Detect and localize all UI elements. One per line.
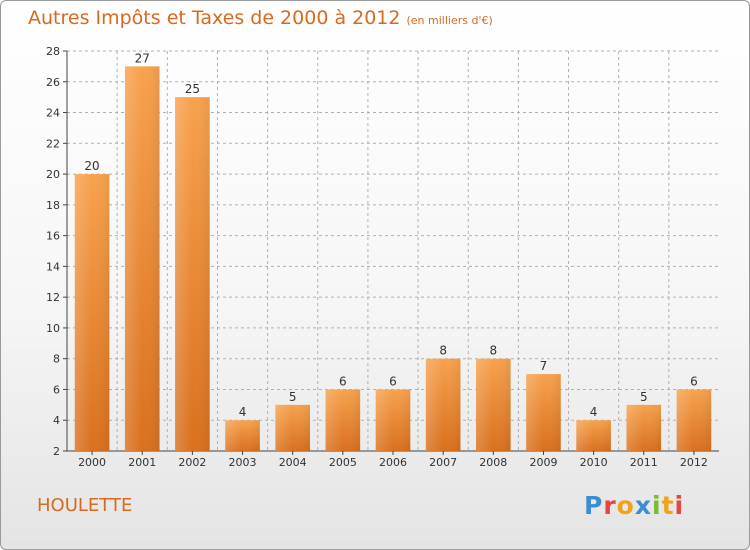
bar-shine — [325, 389, 361, 451]
data-label: 4 — [239, 405, 247, 419]
y-tick-label: 24 — [46, 107, 60, 120]
chart-title-text: Autres Impôts et Taxes de 2000 à 2012 — [28, 7, 401, 29]
y-tick-label: 8 — [53, 353, 60, 366]
y-tick-label: 10 — [46, 322, 60, 335]
bar-shine — [74, 174, 110, 452]
labels: 20 2000 27 2001 25 2002 4 2003 5 2004 6 2005 6 2006 8 2… — [78, 51, 708, 469]
y-tick-label: 18 — [46, 199, 60, 212]
y-tick-label: 14 — [46, 260, 60, 273]
place-name: HOULETTE — [37, 495, 133, 516]
logo-letter: i — [674, 491, 685, 520]
bar-shine — [425, 358, 461, 451]
data-label: 20 — [84, 159, 99, 173]
logo-letter: x — [634, 491, 652, 520]
x-tick-label: 2004 — [279, 456, 307, 469]
y-tick-label: 20 — [46, 168, 60, 181]
data-label: 8 — [489, 344, 497, 358]
x-tick-label: 2002 — [178, 456, 206, 469]
data-label: 5 — [640, 390, 648, 404]
logo-letter: t — [661, 491, 675, 520]
data-label: 6 — [339, 374, 347, 388]
x-tick-label: 2010 — [580, 456, 608, 469]
bar-shine — [275, 404, 310, 451]
x-tick-label: 2001 — [128, 456, 156, 469]
x-tick-label: 2012 — [680, 456, 708, 469]
bar-shine — [576, 420, 611, 451]
x-tick-label: 2011 — [630, 456, 658, 469]
x-tick-label: 2006 — [379, 456, 407, 469]
data-label: 7 — [540, 359, 548, 373]
bar-shine — [124, 66, 160, 451]
bar-shine — [476, 358, 511, 451]
bar-shine — [526, 374, 561, 451]
data-label: 6 — [389, 374, 397, 388]
logo-letter: r — [603, 491, 617, 520]
x-tick-label: 2005 — [329, 456, 357, 469]
data-label: 4 — [590, 405, 598, 419]
logo-letter: o — [616, 491, 635, 520]
chart-subtitle: (en milliers d'€) — [406, 14, 493, 27]
data-label: 6 — [690, 374, 698, 388]
x-tick-label: 2000 — [78, 456, 106, 469]
y-tick-label: 12 — [46, 291, 60, 304]
proxiti-logo: Proxiti — [584, 491, 684, 520]
data-label: 27 — [135, 51, 150, 65]
y-tick-label: 4 — [53, 414, 60, 427]
x-tick-label: 2003 — [229, 456, 257, 469]
logo-letter: i — [652, 491, 662, 520]
y-tick-label: 6 — [53, 383, 60, 396]
logo-letter: P — [584, 491, 604, 520]
bar-shine — [375, 389, 411, 451]
data-label: 25 — [185, 82, 200, 96]
y-tick-label: 16 — [46, 230, 60, 243]
x-tick-label: 2009 — [529, 456, 557, 469]
y-tick-label: 2 — [53, 445, 60, 458]
bar-shine — [676, 389, 712, 451]
y-tick-label: 22 — [46, 137, 60, 150]
data-label: 5 — [289, 390, 297, 404]
x-tick-label: 2008 — [479, 456, 507, 469]
x-tick-label: 2007 — [429, 456, 457, 469]
y-tick-label: 26 — [46, 76, 60, 89]
data-label: 8 — [439, 344, 447, 358]
bar-shine — [626, 404, 662, 451]
chart-title: Autres Impôts et Taxes de 2000 à 2012 (en… — [28, 7, 493, 29]
y-tick-label: 28 — [46, 45, 60, 58]
bars — [74, 66, 712, 452]
bar-shine — [175, 97, 210, 452]
bar-shine — [225, 420, 260, 451]
